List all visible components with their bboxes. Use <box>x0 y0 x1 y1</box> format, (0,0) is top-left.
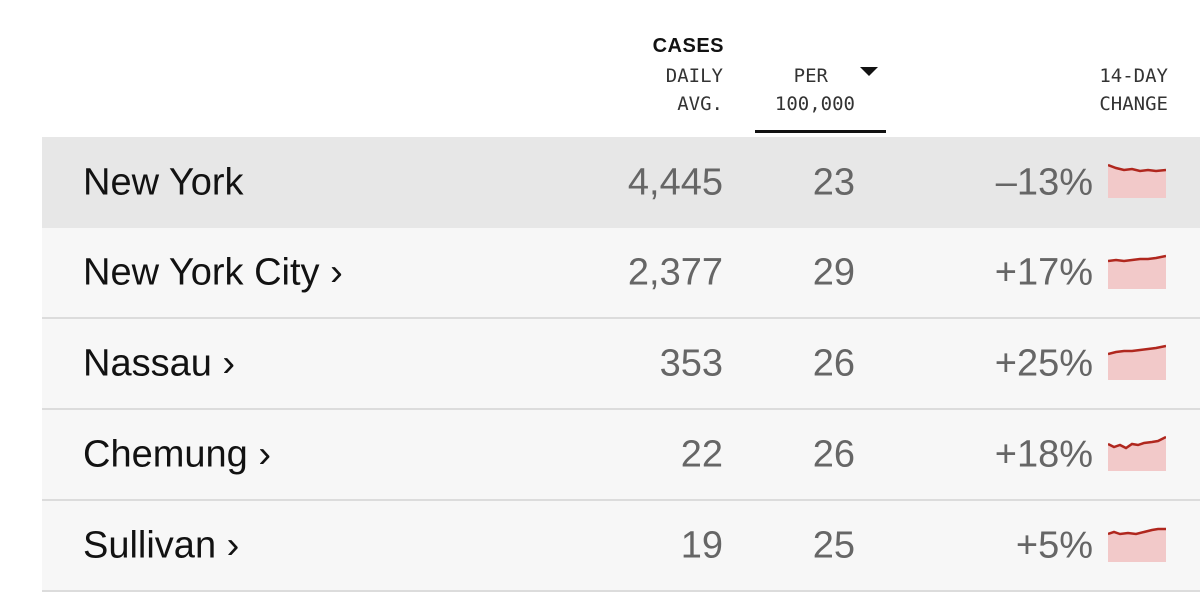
trend-sparkline <box>1108 254 1166 289</box>
table-row[interactable]: New York City › 2,377 29 +17% <box>42 228 1200 319</box>
change-header-line2: CHANGE <box>1099 93 1168 115</box>
row-change: +5% <box>1015 524 1093 566</box>
row-daily-avg: 353 <box>659 342 723 384</box>
trend-sparkline <box>1108 163 1166 198</box>
sparkline-fill <box>1108 165 1166 198</box>
row-per-100k: 29 <box>812 251 855 293</box>
row-per-100k: 26 <box>812 342 855 384</box>
row-change: +25% <box>994 342 1093 384</box>
sort-descending-icon[interactable] <box>860 67 878 76</box>
row-change: +17% <box>994 251 1093 293</box>
table-row[interactable]: New York 4,445 23 –13% <box>42 137 1200 228</box>
cases-table: New York 4,445 23 –13% New York City › 2… <box>42 137 1200 602</box>
row-name: New York City › <box>83 251 343 293</box>
row-name: Sullivan › <box>83 524 240 566</box>
cases-header: CASES <box>652 35 724 57</box>
row-name: Chemung › <box>83 433 271 475</box>
sparkline-line <box>1108 254 1166 263</box>
row-daily-avg: 19 <box>680 524 723 566</box>
row-change: –13% <box>995 161 1093 203</box>
sparkline-line <box>1108 163 1166 173</box>
change-header[interactable]: 14-DAY CHANGE <box>1099 62 1168 118</box>
per-100k-header[interactable]: PER 100,000 <box>775 62 855 118</box>
row-name: Nassau › <box>83 342 236 384</box>
row-daily-avg: 22 <box>680 433 723 475</box>
sparkline-line <box>1108 527 1166 536</box>
sparkline-fill <box>1108 529 1166 562</box>
row-change: +18% <box>994 433 1093 475</box>
per-100k-header-line1: PER <box>793 65 828 87</box>
trend-sparkline <box>1108 435 1166 471</box>
per-100k-header-line2: 100,000 <box>774 93 855 115</box>
table-row[interactable]: Nassau › 353 26 +25% <box>42 319 1200 410</box>
table-row[interactable]: Chemung › 22 26 +18% <box>42 410 1200 501</box>
row-per-100k: 25 <box>812 524 855 566</box>
sparkline-line <box>1108 435 1166 450</box>
sparkline-fill <box>1108 256 1166 289</box>
trend-sparkline <box>1108 527 1166 562</box>
table-row[interactable]: Sullivan › 19 25 +5% <box>42 501 1200 592</box>
sparkline-fill <box>1108 346 1166 380</box>
sparkline-line <box>1108 344 1166 356</box>
row-daily-avg: 4,445 <box>627 161 723 203</box>
row-per-100k: 23 <box>812 161 855 203</box>
daily-avg-header-line1: DAILY <box>665 65 723 87</box>
daily-avg-header-line2: AVG. <box>677 93 723 115</box>
change-header-line1: 14-DAY <box>1099 65 1168 87</box>
trend-sparkline <box>1108 344 1166 380</box>
row-daily-avg: 2,377 <box>627 251 723 293</box>
daily-avg-header[interactable]: DAILY AVG. <box>666 62 723 118</box>
sparkline-fill <box>1108 437 1166 471</box>
sort-indicator-underline <box>755 130 886 133</box>
row-name: New York <box>83 161 244 203</box>
row-per-100k: 26 <box>812 433 855 475</box>
